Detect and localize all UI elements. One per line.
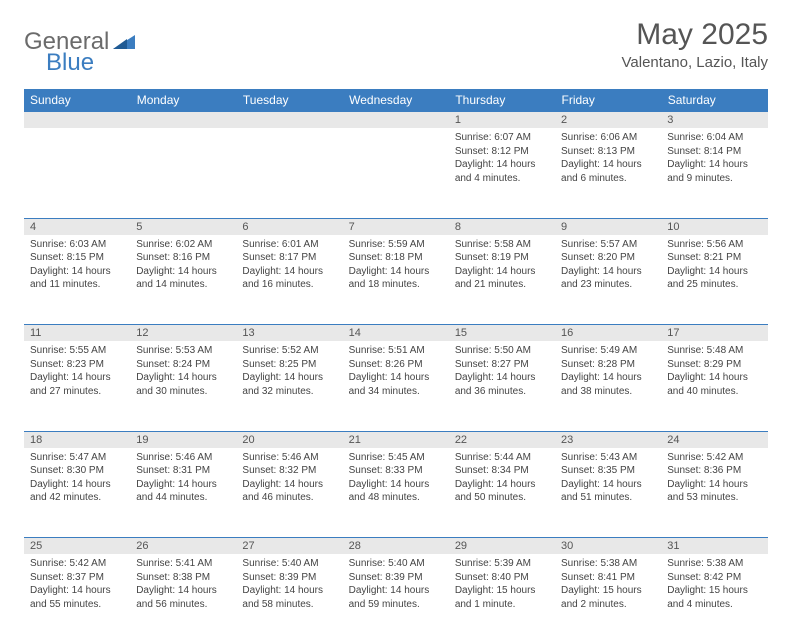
- weekday-header: Tuesday: [236, 89, 342, 112]
- day-number-row: 18192021222324: [24, 431, 768, 448]
- day-number-cell: 26: [130, 538, 236, 555]
- day-number-cell: 30: [555, 538, 661, 555]
- day-content-cell: Sunrise: 5:40 AM Sunset: 8:39 PM Dayligh…: [236, 554, 342, 644]
- day-number-cell: 3: [661, 112, 767, 129]
- day-number-cell: 20: [236, 431, 342, 448]
- day-content-cell: Sunrise: 5:39 AM Sunset: 8:40 PM Dayligh…: [449, 554, 555, 644]
- day-number-cell: [236, 112, 342, 129]
- day-content-cell: Sunrise: 5:59 AM Sunset: 8:18 PM Dayligh…: [343, 235, 449, 325]
- day-content-cell: Sunrise: 5:56 AM Sunset: 8:21 PM Dayligh…: [661, 235, 767, 325]
- day-number-cell: 5: [130, 218, 236, 235]
- calendar-table: Sunday Monday Tuesday Wednesday Thursday…: [24, 89, 768, 644]
- weekday-header-row: Sunday Monday Tuesday Wednesday Thursday…: [24, 89, 768, 112]
- day-content-cell: Sunrise: 6:06 AM Sunset: 8:13 PM Dayligh…: [555, 128, 661, 218]
- day-number-cell: 25: [24, 538, 130, 555]
- logo-text-blue: Blue: [46, 49, 94, 76]
- day-content-row: Sunrise: 5:55 AM Sunset: 8:23 PM Dayligh…: [24, 341, 768, 431]
- day-content-cell: Sunrise: 5:50 AM Sunset: 8:27 PM Dayligh…: [449, 341, 555, 431]
- day-number-row: 45678910: [24, 218, 768, 235]
- day-number-cell: 28: [343, 538, 449, 555]
- day-number-cell: 17: [661, 325, 767, 342]
- day-number-cell: 29: [449, 538, 555, 555]
- day-content-cell: Sunrise: 5:44 AM Sunset: 8:34 PM Dayligh…: [449, 448, 555, 538]
- day-number-cell: 23: [555, 431, 661, 448]
- day-number-cell: 22: [449, 431, 555, 448]
- day-content-cell: Sunrise: 5:58 AM Sunset: 8:19 PM Dayligh…: [449, 235, 555, 325]
- day-content-cell: Sunrise: 5:51 AM Sunset: 8:26 PM Dayligh…: [343, 341, 449, 431]
- day-content-cell: Sunrise: 6:03 AM Sunset: 8:15 PM Dayligh…: [24, 235, 130, 325]
- day-content-row: Sunrise: 6:07 AM Sunset: 8:12 PM Dayligh…: [24, 128, 768, 218]
- day-number-cell: [343, 112, 449, 129]
- day-number-cell: 16: [555, 325, 661, 342]
- day-content-cell: Sunrise: 5:42 AM Sunset: 8:37 PM Dayligh…: [24, 554, 130, 644]
- day-content-cell: Sunrise: 5:43 AM Sunset: 8:35 PM Dayligh…: [555, 448, 661, 538]
- day-content-cell: Sunrise: 6:01 AM Sunset: 8:17 PM Dayligh…: [236, 235, 342, 325]
- day-number-row: 11121314151617: [24, 325, 768, 342]
- day-number-cell: 11: [24, 325, 130, 342]
- weekday-header: Friday: [555, 89, 661, 112]
- day-number-cell: 10: [661, 218, 767, 235]
- day-number-row: 25262728293031: [24, 538, 768, 555]
- day-number-cell: 31: [661, 538, 767, 555]
- day-number-cell: 21: [343, 431, 449, 448]
- weekday-header: Wednesday: [343, 89, 449, 112]
- day-content-cell: Sunrise: 5:40 AM Sunset: 8:39 PM Dayligh…: [343, 554, 449, 644]
- day-content-cell: Sunrise: 5:46 AM Sunset: 8:32 PM Dayligh…: [236, 448, 342, 538]
- day-content-cell: [130, 128, 236, 218]
- day-number-cell: 27: [236, 538, 342, 555]
- day-number-cell: 1: [449, 112, 555, 129]
- weekday-header: Monday: [130, 89, 236, 112]
- day-content-cell: Sunrise: 5:38 AM Sunset: 8:41 PM Dayligh…: [555, 554, 661, 644]
- day-content-row: Sunrise: 5:42 AM Sunset: 8:37 PM Dayligh…: [24, 554, 768, 644]
- day-content-cell: Sunrise: 5:47 AM Sunset: 8:30 PM Dayligh…: [24, 448, 130, 538]
- day-number-cell: 2: [555, 112, 661, 129]
- day-number-cell: 19: [130, 431, 236, 448]
- day-content-cell: Sunrise: 5:41 AM Sunset: 8:38 PM Dayligh…: [130, 554, 236, 644]
- day-number-cell: 6: [236, 218, 342, 235]
- day-content-cell: Sunrise: 6:07 AM Sunset: 8:12 PM Dayligh…: [449, 128, 555, 218]
- day-content-cell: Sunrise: 5:49 AM Sunset: 8:28 PM Dayligh…: [555, 341, 661, 431]
- day-number-cell: [24, 112, 130, 129]
- day-content-cell: Sunrise: 6:04 AM Sunset: 8:14 PM Dayligh…: [661, 128, 767, 218]
- day-number-cell: 9: [555, 218, 661, 235]
- day-content-row: Sunrise: 5:47 AM Sunset: 8:30 PM Dayligh…: [24, 448, 768, 538]
- day-number-cell: 12: [130, 325, 236, 342]
- weekday-header: Sunday: [24, 89, 130, 112]
- day-number-cell: 24: [661, 431, 767, 448]
- day-content-row: Sunrise: 6:03 AM Sunset: 8:15 PM Dayligh…: [24, 235, 768, 325]
- day-number-cell: 18: [24, 431, 130, 448]
- day-number-row: 123: [24, 112, 768, 129]
- weekday-header: Saturday: [661, 89, 767, 112]
- day-content-cell: Sunrise: 5:53 AM Sunset: 8:24 PM Dayligh…: [130, 341, 236, 431]
- day-content-cell: Sunrise: 5:55 AM Sunset: 8:23 PM Dayligh…: [24, 341, 130, 431]
- day-content-cell: [343, 128, 449, 218]
- day-content-cell: [236, 128, 342, 218]
- day-content-cell: Sunrise: 5:52 AM Sunset: 8:25 PM Dayligh…: [236, 341, 342, 431]
- day-content-cell: Sunrise: 5:48 AM Sunset: 8:29 PM Dayligh…: [661, 341, 767, 431]
- day-content-cell: Sunrise: 5:45 AM Sunset: 8:33 PM Dayligh…: [343, 448, 449, 538]
- weekday-header: Thursday: [449, 89, 555, 112]
- day-content-cell: Sunrise: 5:46 AM Sunset: 8:31 PM Dayligh…: [130, 448, 236, 538]
- day-number-cell: 14: [343, 325, 449, 342]
- day-content-cell: [24, 128, 130, 218]
- day-number-cell: 15: [449, 325, 555, 342]
- day-number-cell: 13: [236, 325, 342, 342]
- page-title: May 2025: [622, 18, 768, 52]
- day-number-cell: [130, 112, 236, 129]
- day-number-cell: 7: [343, 218, 449, 235]
- day-content-cell: Sunrise: 5:38 AM Sunset: 8:42 PM Dayligh…: [661, 554, 767, 644]
- day-number-cell: 4: [24, 218, 130, 235]
- day-number-cell: 8: [449, 218, 555, 235]
- day-content-cell: Sunrise: 5:42 AM Sunset: 8:36 PM Dayligh…: [661, 448, 767, 538]
- day-content-cell: Sunrise: 6:02 AM Sunset: 8:16 PM Dayligh…: [130, 235, 236, 325]
- day-content-cell: Sunrise: 5:57 AM Sunset: 8:20 PM Dayligh…: [555, 235, 661, 325]
